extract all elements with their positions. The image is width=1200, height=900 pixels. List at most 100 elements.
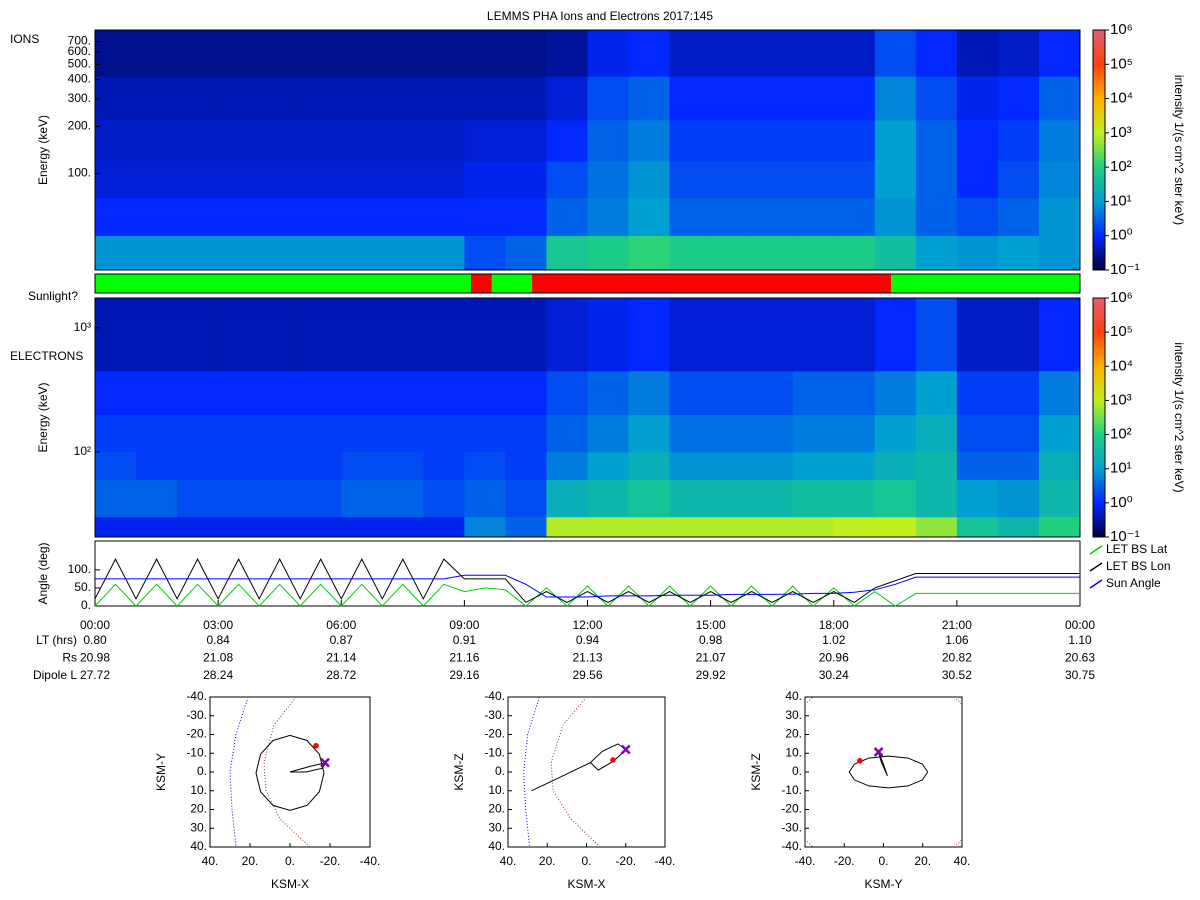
orbit-track	[289, 761, 328, 773]
heatmap-cell	[505, 119, 547, 162]
heatmap-cell	[669, 298, 712, 372]
heatmap-cell	[751, 414, 794, 453]
y-tick-label: 50.	[74, 580, 91, 594]
y-tick-label: 30.	[488, 820, 505, 834]
heatmap-cell	[874, 451, 917, 480]
y-tick-label: 0.	[197, 764, 207, 778]
heatmap-cell	[1038, 160, 1081, 198]
heatmap-cell	[382, 298, 424, 372]
heatmap-cell	[382, 119, 424, 162]
sunlight-segment	[891, 274, 1080, 293]
heatmap-cell	[669, 479, 712, 518]
y-tick-label: -10.	[186, 745, 207, 759]
heatmap-cell	[710, 119, 753, 162]
heatmap-cell	[587, 235, 630, 271]
heatmap-cell	[382, 30, 424, 77]
heatmap-cell	[669, 119, 712, 162]
heatmap-cell	[423, 160, 465, 198]
heatmap-cell	[833, 119, 876, 162]
heatmap-cell	[546, 370, 588, 416]
heatmap-cell	[177, 451, 219, 480]
heatmap-cell	[218, 160, 260, 198]
colorbar-tick-label: 10⁻¹	[1110, 528, 1140, 545]
row-value: 1.06	[945, 633, 969, 647]
heatmap-cell	[1038, 76, 1081, 121]
sunlight-segment	[470, 274, 492, 293]
heatmap-cell	[997, 516, 1040, 538]
row-value: 20.63	[1065, 651, 1095, 665]
y-tick-label: 100.	[68, 562, 91, 576]
heatmap-cell	[464, 451, 506, 480]
heatmap-cell	[136, 516, 178, 538]
heatmap-cell	[300, 451, 342, 480]
x-tick-label: 40.	[202, 854, 219, 868]
heatmap-cell	[382, 197, 424, 236]
heatmap-cell	[423, 451, 465, 480]
heatmap-cell	[218, 516, 260, 538]
heatmap-cell	[136, 76, 178, 121]
x-tick-label: 12:00	[572, 618, 602, 632]
heatmap-cell	[546, 160, 588, 198]
heatmap-cell	[628, 119, 671, 162]
row-value: 20.98	[80, 651, 110, 665]
heatmap-cell	[259, 30, 301, 77]
heatmap-cell	[382, 235, 424, 271]
heatmap-cell	[669, 30, 712, 77]
heatmap-cell	[259, 370, 301, 416]
heatmap-cell	[300, 30, 342, 77]
heatmap-cell	[177, 197, 219, 236]
y-tick-label: 600.	[68, 44, 91, 58]
heatmap-cell	[300, 370, 342, 416]
y-tick-label: 300.	[68, 91, 91, 105]
heatmap-cell	[136, 479, 178, 518]
heatmap-cell	[915, 76, 958, 121]
heatmap-cell	[587, 298, 630, 372]
heatmap-cell	[95, 76, 137, 121]
x-tick-label: -40.	[795, 854, 816, 868]
colorbar-tick-label: 10⁰	[1110, 227, 1133, 244]
heatmap-cell	[300, 197, 342, 236]
heatmap-cell	[792, 119, 835, 162]
heatmap-cell	[956, 451, 999, 480]
heatmap-cell	[874, 298, 917, 372]
y-tick-label: -10.	[484, 745, 505, 759]
y-axis-label: KSM-Z	[749, 753, 763, 790]
heatmap-cell	[792, 160, 835, 198]
heatmap-cell	[915, 451, 958, 480]
heatmap-cell	[874, 370, 917, 416]
y-tick-label: -20.	[781, 802, 802, 816]
heatmap-cell	[546, 235, 588, 271]
heatmap-cell	[628, 414, 671, 453]
heatmap-cell	[464, 119, 506, 162]
heatmap-cell	[300, 298, 342, 372]
heatmap-cell	[874, 235, 917, 271]
legend-swatch	[1089, 545, 1103, 555]
angle-line	[95, 574, 1080, 598]
heatmap-cell	[1038, 479, 1081, 518]
y-tick-label: -20.	[484, 727, 505, 741]
heatmap-cell	[382, 451, 424, 480]
row-value: 1.02	[822, 633, 846, 647]
row-value: 0.91	[453, 633, 477, 647]
row-value: 30.52	[942, 668, 972, 682]
heatmap-cell	[628, 160, 671, 198]
heatmap-cell	[997, 197, 1040, 236]
heatmap-cell	[136, 414, 178, 453]
heatmap-cell	[997, 160, 1040, 198]
heatmap-cell	[546, 516, 588, 538]
heatmap-cell	[915, 414, 958, 453]
heatmap-cell	[218, 414, 260, 453]
heatmap-cell	[628, 197, 671, 236]
heatmap-cell	[751, 298, 794, 372]
heatmap-cell	[259, 160, 301, 198]
heatmap-cell	[710, 160, 753, 198]
heatmap-cell	[1038, 197, 1081, 236]
heatmap-cell	[751, 451, 794, 480]
heatmap-cell	[95, 516, 137, 538]
heatmap-cell	[710, 516, 753, 538]
heatmap-cell	[341, 197, 383, 236]
legend-label: LET BS Lon	[1106, 559, 1171, 573]
sunlight-segment	[95, 274, 471, 293]
x-tick-label: 09:00	[449, 618, 479, 632]
heatmap-cell	[95, 298, 137, 372]
